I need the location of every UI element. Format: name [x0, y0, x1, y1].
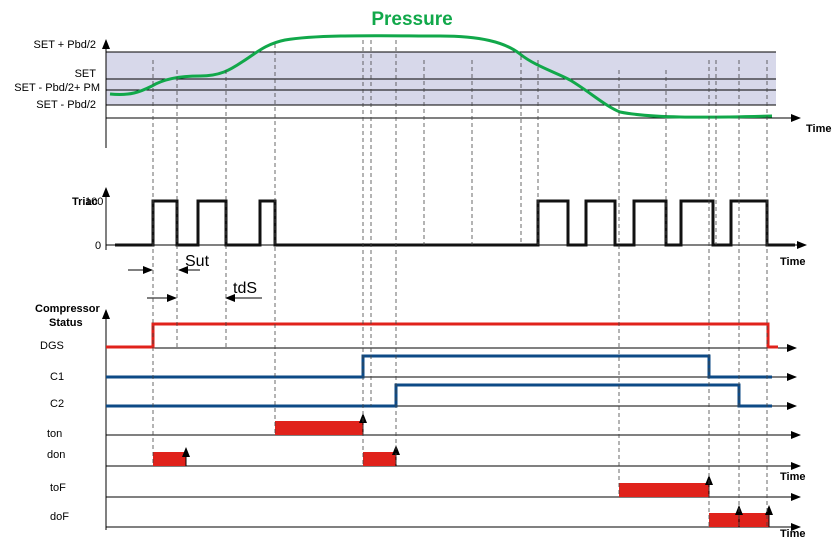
dgs-signal	[106, 322, 778, 349]
row-label-don: don	[47, 449, 65, 461]
compressor-title-line2: Status	[49, 317, 83, 329]
c1-signal	[106, 354, 772, 379]
tds-label: tdS	[233, 280, 257, 297]
triac-high-label: 100	[85, 196, 103, 208]
diagram-title: Pressure	[371, 9, 452, 30]
set-minus-label: SET - Pbd/2	[36, 99, 96, 111]
row-label-dof: doF	[50, 511, 69, 523]
row-label-dgs: DGS	[40, 340, 64, 352]
set-label: SET	[75, 68, 97, 80]
event-dashed-lines	[152, 40, 768, 527]
pressure-curve	[109, 34, 773, 119]
triac-low-label: 0	[95, 240, 101, 252]
triac-time-label: Time	[780, 256, 805, 268]
don-time-label: Time	[780, 471, 805, 483]
row-label-tof: toF	[50, 482, 66, 494]
ton-block	[275, 421, 363, 435]
row-label-c1: C1	[50, 371, 64, 383]
pressure-time-label: Time	[806, 123, 831, 135]
set-minus-pm-label: SET - Pbd/2+ PM	[14, 82, 100, 94]
don-block-1	[153, 452, 186, 466]
row-label-ton: ton	[47, 428, 62, 440]
c2-signal	[106, 383, 772, 408]
set-plus-label: SET + Pbd/2	[34, 39, 96, 51]
don-block-2	[363, 452, 396, 466]
triac-label: Triac	[72, 196, 98, 208]
dof-time-label: Time	[780, 528, 805, 538]
dof-block-2	[739, 513, 769, 527]
compressor-title-line1: Compressor	[35, 303, 101, 315]
sut-label: Sut	[185, 253, 210, 270]
triac-signal	[115, 199, 795, 247]
row-label-c2: C2	[50, 398, 64, 410]
tof-block	[619, 483, 709, 497]
dof-block-1	[709, 513, 739, 527]
